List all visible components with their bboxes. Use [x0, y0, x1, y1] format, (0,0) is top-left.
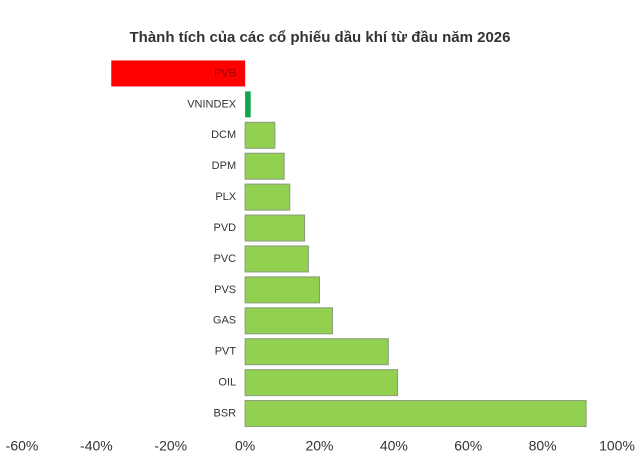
chart-title: Thành tích của các cổ phiếu dầu khí từ đ…	[130, 29, 511, 46]
y-tick-label: DCM	[211, 129, 236, 141]
bar	[244, 338, 389, 366]
x-tick-label: 20%	[305, 438, 333, 454]
x-tick-label: -20%	[154, 438, 187, 454]
x-tick-label: 100%	[599, 438, 635, 454]
bar	[244, 307, 334, 335]
bar	[244, 152, 285, 180]
y-tick-label: PVC	[214, 253, 237, 265]
x-tick-label: 40%	[380, 438, 408, 454]
y-tick-label: OIL	[218, 377, 236, 389]
bar	[244, 369, 399, 397]
bar	[111, 60, 246, 87]
y-tick-label: DPM	[212, 160, 236, 172]
x-tick-label: 0%	[235, 438, 255, 454]
x-tick-label: 60%	[454, 438, 482, 454]
x-tick-label: 80%	[529, 438, 557, 454]
bar	[244, 245, 309, 273]
y-tick-label: PLX	[215, 191, 236, 203]
y-tick-label: GAS	[213, 315, 236, 327]
bar	[244, 214, 306, 242]
bar	[245, 91, 251, 118]
bar	[244, 276, 320, 304]
y-tick-label: PVS	[214, 284, 236, 296]
y-tick-label: PVD	[214, 222, 237, 234]
y-tick-label: PVB	[214, 67, 236, 79]
bar	[244, 121, 276, 149]
y-tick-label: PVT	[215, 346, 237, 358]
x-tick-label: -40%	[80, 438, 113, 454]
bar	[244, 183, 291, 211]
bar	[244, 400, 587, 428]
y-tick-label: VNINDEX	[187, 98, 237, 110]
x-tick-label: -60%	[6, 438, 39, 454]
y-tick-label: BSR	[214, 407, 237, 419]
